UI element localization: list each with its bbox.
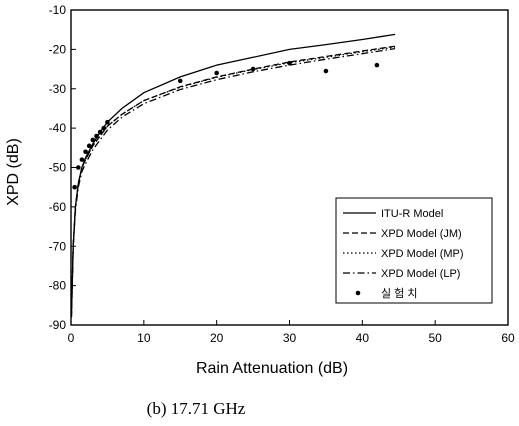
y-tick-label: -80: [49, 279, 67, 293]
series-lines: [70, 33, 396, 318]
data-point: [86, 143, 92, 149]
x-axis-label: Rain Attenuation (dB): [196, 360, 348, 377]
data-point: [101, 125, 107, 131]
data-point: [72, 184, 77, 190]
y-tick-label: -50: [49, 161, 67, 175]
data-point: [79, 157, 85, 162]
legend-label: XPD Model (JM): [381, 228, 462, 240]
data-point: [323, 68, 329, 74]
data-point: [97, 129, 103, 135]
data-point: [287, 60, 292, 66]
legend-label: XPD Model (LP): [381, 268, 460, 280]
legend-marker: [355, 290, 361, 296]
x-tick-label: 10: [137, 331, 151, 345]
x-tick-label: 50: [428, 331, 442, 345]
y-tick-label: -70: [49, 239, 67, 253]
y-tick-label: -60: [49, 200, 67, 214]
data-point: [83, 149, 88, 155]
data-point: [105, 119, 110, 125]
y-tick-label: -90: [49, 318, 67, 332]
data-point: [75, 165, 81, 170]
x-tick-label: 0: [68, 331, 75, 345]
x-tick-label: 40: [356, 331, 370, 345]
y-axis-label: XPD (dB): [5, 138, 22, 206]
legend-box: [335, 197, 493, 304]
series-line-3: [70, 47, 396, 318]
y-tick-label: -40: [49, 121, 67, 135]
data-points: [72, 60, 380, 190]
x-tick-label: 30: [283, 331, 297, 345]
data-point: [177, 78, 183, 84]
axis-ticks: 0 10 20 30 40 50 60 -10 -20 -30 -40 -50 -60 -70 -80 -90: [49, 3, 515, 345]
y-tick-label: -10: [49, 3, 67, 17]
y-tick-label: -20: [49, 42, 67, 56]
legend-label: 실 험 치: [381, 287, 417, 300]
y-tick-label: -30: [49, 82, 67, 96]
legend-label: ITU-R Model: [381, 208, 443, 220]
figure-caption: (b) 17.71 GHz: [147, 399, 246, 418]
data-point: [374, 62, 380, 68]
data-point: [250, 66, 256, 72]
legend-label: XPD Model (MP): [381, 248, 464, 260]
data-point: [94, 133, 99, 139]
legend: ITU-R Model XPD Model (JM) XPD Model (MP) X…: [335, 197, 493, 304]
data-point: [214, 70, 219, 76]
x-tick-label: 60: [501, 331, 515, 345]
x-tick-label: 20: [210, 331, 224, 345]
series-line-2: [70, 46, 396, 318]
data-point: [90, 137, 96, 143]
